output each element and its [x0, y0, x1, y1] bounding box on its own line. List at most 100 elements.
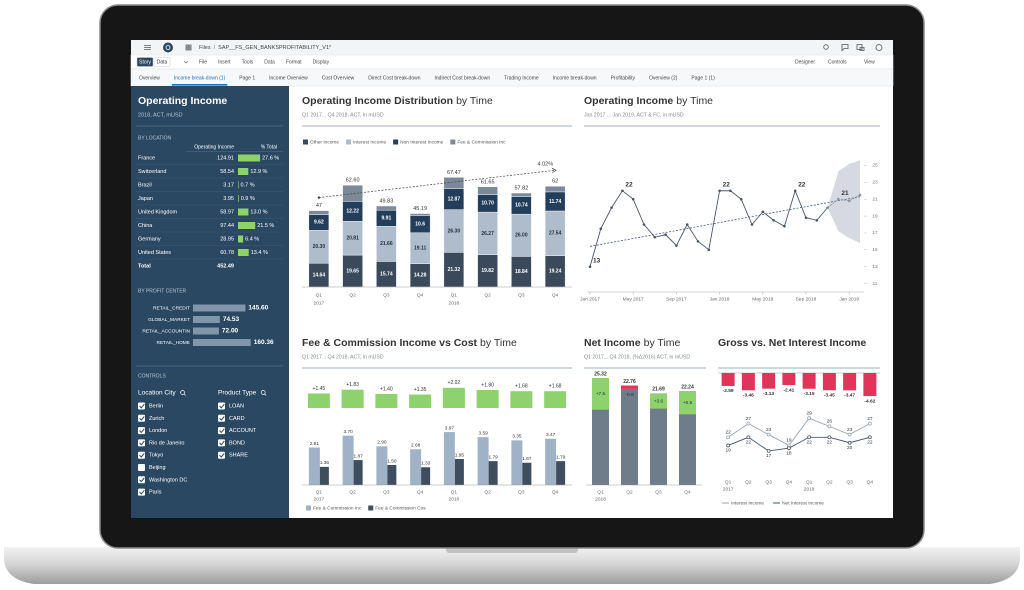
search-icon-handle	[183, 393, 186, 396]
menu-item[interactable]: Designer	[795, 59, 815, 65]
tab[interactable]: Overview (2)	[649, 75, 678, 81]
filter-item[interactable]: ACCOUNT	[229, 428, 257, 434]
filter-item[interactable]: Paris	[149, 490, 162, 496]
chat-icon[interactable]	[841, 44, 849, 52]
mode-button[interactable]	[153, 57, 171, 67]
filter-item[interactable]: London	[149, 428, 167, 434]
filter-item[interactable]: Tokyo	[149, 453, 163, 459]
dropdown-icon[interactable]	[183, 60, 189, 64]
tab[interactable]: Trading Income	[504, 75, 539, 81]
menu-item[interactable]: Format	[286, 59, 302, 65]
mode-button[interactable]	[136, 57, 154, 67]
menu-icon[interactable]	[144, 45, 151, 50]
difference-label: +1.80	[481, 382, 494, 388]
legend-label: Interest Income	[731, 500, 764, 506]
bar-label: -3.47	[844, 393, 855, 399]
bar	[621, 388, 638, 485]
pct-bar	[238, 195, 239, 202]
tab[interactable]: Page 1 (1)	[691, 75, 715, 81]
share-icon[interactable]	[856, 44, 865, 51]
tab[interactable]: Page 1	[239, 75, 255, 81]
filter-item[interactable]: Zurich	[149, 416, 164, 422]
mode-label[interactable]: Story	[139, 59, 151, 65]
row-value: 28.95	[220, 236, 234, 242]
segment-label: 10.74	[515, 203, 528, 209]
row-value: 3.95	[223, 196, 234, 202]
checkbox[interactable]	[138, 402, 145, 410]
checkbox[interactable]	[218, 451, 225, 459]
tab[interactable]: Profitability	[611, 75, 636, 81]
point	[786, 446, 791, 451]
menu-item[interactable]: Controls	[828, 59, 847, 65]
filter-item[interactable]: Berlin	[149, 403, 163, 409]
checkbox[interactable]	[218, 402, 225, 410]
tab[interactable]: Cost Overview	[322, 75, 355, 81]
tab[interactable]: Indirect Cost break-down	[435, 75, 491, 81]
checkbox[interactable]	[218, 439, 225, 447]
checkbox[interactable]	[138, 488, 145, 496]
x-tick-label: Q2	[484, 489, 491, 495]
point	[750, 223, 754, 226]
difference-label: +1.40	[380, 386, 393, 392]
filter-item[interactable]: Beijing	[149, 465, 166, 471]
search-icon[interactable]	[823, 44, 829, 50]
row-name: China	[138, 223, 153, 229]
trend-end	[317, 196, 321, 199]
profit-center-bar	[193, 316, 220, 323]
checkbox[interactable]	[138, 439, 145, 447]
search-icon-handle	[264, 393, 267, 396]
checkbox[interactable]	[218, 414, 225, 422]
point	[827, 424, 832, 429]
profit-center-name: RETAIL_CREDIT	[153, 305, 190, 311]
bar-label: -3.46	[743, 393, 754, 399]
search-icon[interactable]	[260, 390, 266, 395]
bar	[822, 373, 836, 391]
tab[interactable]: Income Overview	[269, 75, 308, 81]
bar	[443, 432, 455, 485]
x-tick-label: Q4	[867, 479, 874, 485]
checkbox[interactable]	[138, 464, 145, 471]
tab[interactable]: Direct Cost break-down	[368, 75, 420, 81]
search-icon[interactable]	[180, 390, 185, 395]
bar-segment	[511, 192, 532, 197]
point	[867, 435, 872, 440]
tab[interactable]: Income break-down (1)	[174, 75, 226, 81]
mode-label[interactable]: Data	[157, 59, 168, 65]
menu-item[interactable]: Tools	[242, 59, 254, 65]
tab[interactable]: Income break-down	[553, 75, 597, 81]
point	[766, 432, 771, 437]
row-value: 58.97	[220, 209, 234, 215]
menu-item[interactable]: File	[199, 59, 207, 65]
filter-item[interactable]: SHARE	[229, 453, 248, 459]
checkbox[interactable]	[138, 427, 145, 435]
help-icon[interactable]	[875, 44, 883, 51]
checkbox[interactable]	[138, 414, 145, 422]
point	[675, 244, 678, 247]
delta-segment	[621, 385, 638, 389]
breadcrumb[interactable]: Files	[199, 45, 211, 51]
filter-item[interactable]: LOAN	[229, 403, 244, 409]
menu-item[interactable]: Data	[264, 59, 275, 65]
filter-item[interactable]: Washington DC	[149, 477, 187, 483]
x-tick-label: Q1	[451, 489, 458, 495]
checkbox[interactable]	[138, 476, 145, 484]
menu-item[interactable]: View	[864, 59, 875, 65]
filter-item[interactable]: Rio de Janeiro	[149, 440, 184, 446]
menu-item[interactable]: Insert	[218, 59, 231, 65]
filter-item[interactable]: BOND	[229, 440, 245, 446]
filter-item[interactable]: CARD	[229, 416, 245, 422]
checkbox[interactable]	[218, 427, 225, 435]
tab[interactable]: Overview	[139, 75, 160, 81]
chart-subtitle: Jan 2017 ... Jan 2019, ACT & FC, in mUSD	[584, 112, 684, 118]
point	[837, 197, 840, 201]
segment-label: 20.30	[313, 244, 326, 250]
menu-item[interactable]: Display	[313, 59, 330, 65]
apps-icon[interactable]	[185, 44, 192, 51]
point	[847, 440, 852, 445]
x-group-label: 2017	[723, 486, 734, 492]
checkbox[interactable]	[138, 451, 145, 459]
segment-label: 26.27	[481, 231, 494, 237]
column-header: Operating Income	[194, 144, 234, 150]
point	[653, 235, 657, 239]
delta-segment	[679, 391, 696, 415]
